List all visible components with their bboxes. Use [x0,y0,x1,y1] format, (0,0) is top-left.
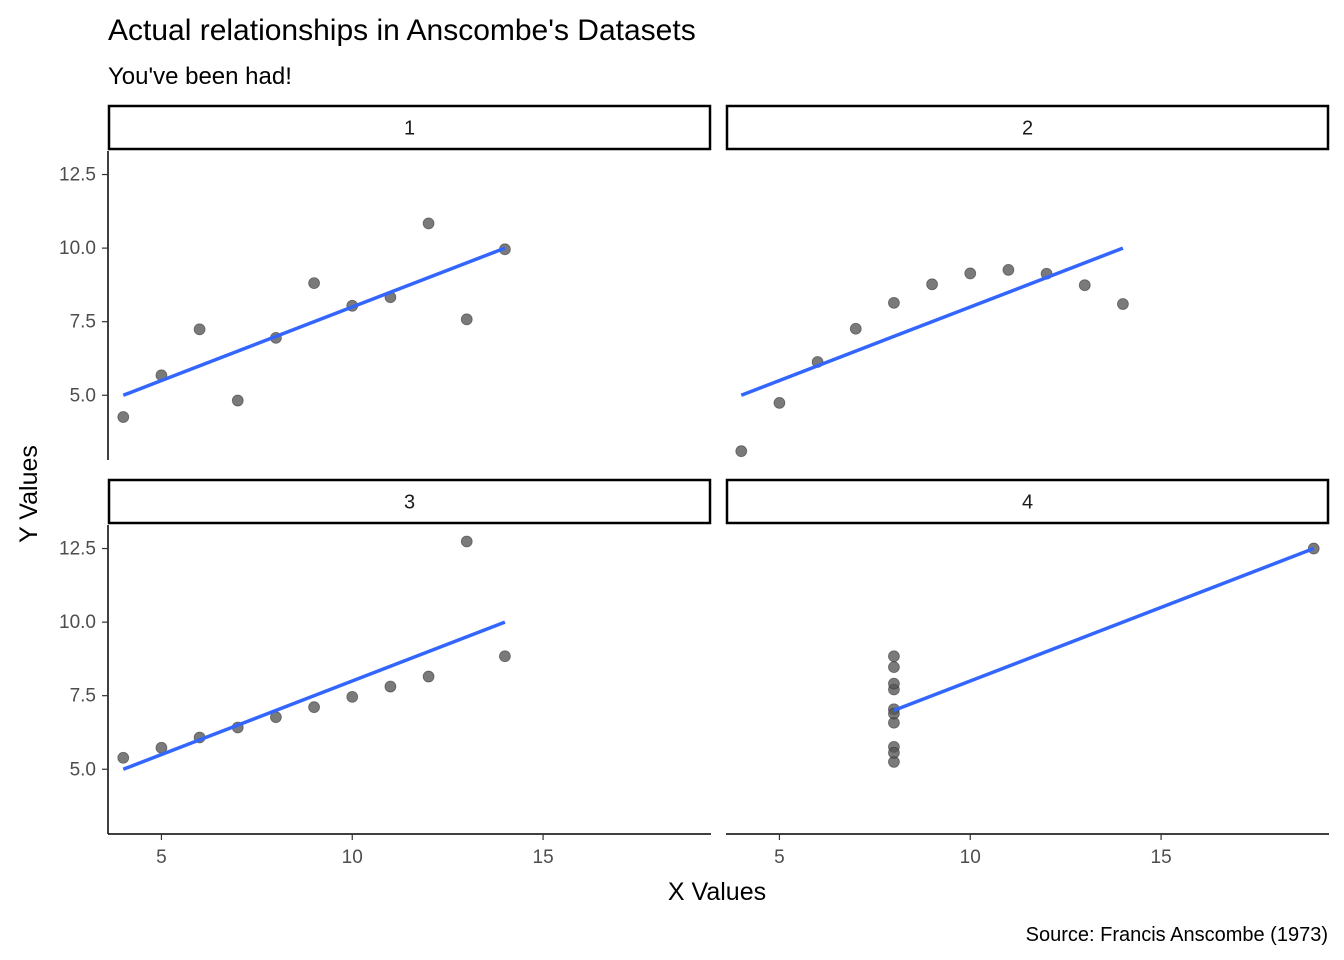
chart-subtitle: You've been had! [108,63,292,90]
y-tick-label: 7.5 [70,312,96,333]
data-point [346,690,359,703]
data-point [308,701,320,714]
data-point [193,323,206,336]
x-tick-label: 5 [156,847,167,868]
data-point [888,746,900,759]
data-point [460,535,473,548]
facet-panel-3: 3 5.0 7.5 10.0 12.5 5 10 15 [59,478,712,868]
data-point [499,650,511,663]
facet-panel-4: 4 5 10 15 [725,478,1330,868]
y-tick-label: 5.0 [70,759,96,780]
facet-strip-2 [725,104,1330,151]
y-tick-label: 10.0 [59,238,96,259]
y-tick-label: 12.5 [59,539,96,560]
data-point [888,296,900,309]
data-point [888,661,900,674]
facet-strip-4 [725,478,1330,525]
data-point [384,680,397,693]
data-point [460,313,473,326]
y-tick-label: 7.5 [70,686,96,707]
x-tick-label: 15 [1151,847,1172,868]
data-point [849,322,862,335]
data-point [964,267,977,280]
data-point [1002,263,1015,276]
fit-line-4 [893,546,1315,713]
x-tick-label: 5 [774,847,785,868]
data-point [1078,279,1091,292]
data-point [773,397,786,409]
facet-panel-2: 2 [725,104,1330,458]
data-point [117,411,130,423]
data-point [422,217,435,230]
facet-panel-1: 1 5.0 7.5 10.0 12.5 [59,104,712,460]
x-tick-label: 10 [342,847,363,868]
data-point [231,394,244,407]
facet-strip-label-1: 1 [404,118,415,140]
chart-title: Actual relationships in Anscombe's Datas… [108,14,696,47]
y-axis-title: Y Values [15,445,43,543]
data-point [888,650,900,663]
facet-strip-3 [107,478,712,525]
chart-caption: Source: Francis Anscombe (1973) [1026,924,1328,946]
data-point [308,277,320,290]
data-point [422,670,435,683]
data-point [888,677,900,690]
y-tick-label: 5.0 [70,385,96,406]
y-tick-label: 12.5 [59,165,96,186]
fit-line-3 [122,620,506,771]
facet-strip-label-3: 3 [404,492,415,514]
x-axis-title: X Values [668,878,766,906]
y-tick-label: 10.0 [59,612,96,633]
x-tick-label: 10 [960,847,981,868]
facet-strip-label-2: 2 [1022,118,1033,140]
facet-panels: 1 5.0 7.5 10.0 12.5 2 3 5.0 7.5 10.0 12.5 5 10 15 4 5 10… [59,104,1330,868]
facet-strip-1 [107,104,712,151]
x-tick-label: 15 [533,847,554,868]
fit-line-1 [122,246,506,397]
data-point [926,278,938,291]
fit-line-2 [740,246,1124,397]
data-point [117,751,130,764]
facet-strip-label-4: 4 [1022,492,1033,514]
data-point [1117,298,1129,310]
data-point [735,445,748,458]
